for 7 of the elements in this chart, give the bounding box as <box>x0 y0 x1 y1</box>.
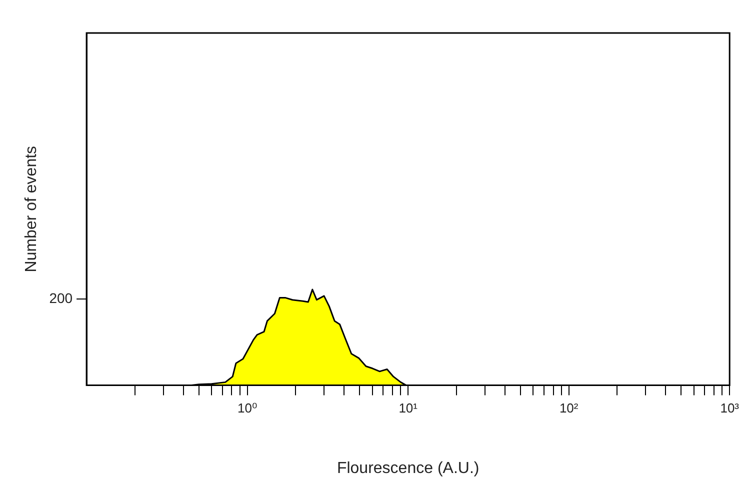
x-tick-label: 10⁰ <box>237 400 258 416</box>
x-axis-title: Flourescence (A.U.) <box>336 460 480 477</box>
y-axis-title: Number of events <box>23 146 40 272</box>
y-tick-label: 200 <box>49 290 73 306</box>
x-tick-label: 10² <box>559 400 579 416</box>
x-tick-label: 10¹ <box>398 400 418 416</box>
x-tick-label: 10³ <box>720 400 740 416</box>
